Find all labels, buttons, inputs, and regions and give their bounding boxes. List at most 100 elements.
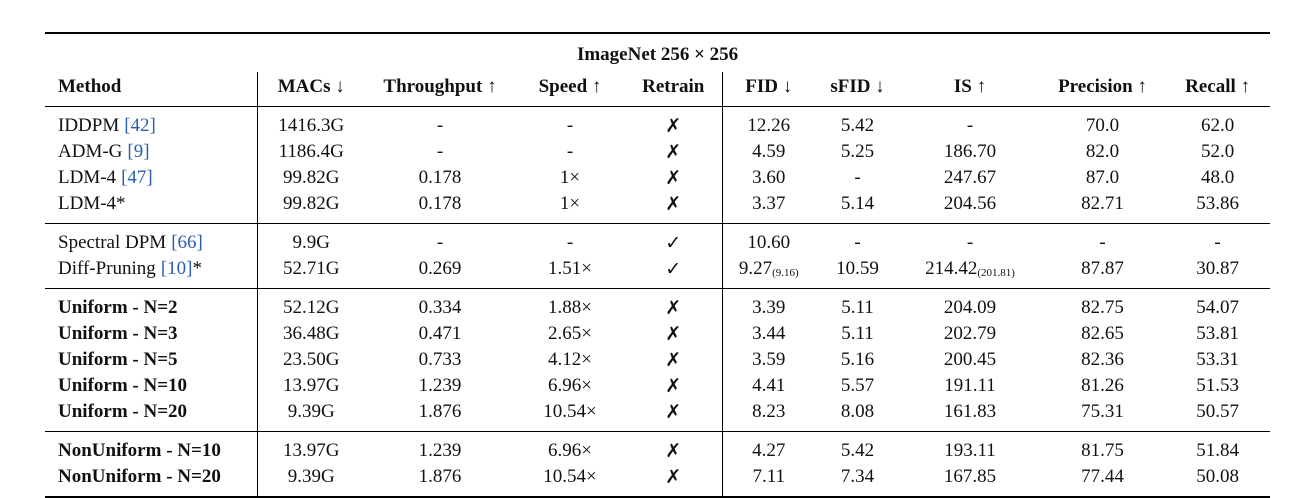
value-cell: 186.70 — [943, 141, 997, 162]
value-cell: 23.50G — [283, 349, 340, 370]
value-cell: - — [854, 232, 861, 253]
value-cell: ✓ — [625, 223, 723, 256]
value-cell: 5.42 — [840, 440, 875, 461]
value-cell: 7.11 — [752, 466, 786, 487]
value-cell: ✗ — [625, 165, 723, 191]
table-row: Uniform - N=2 52.12G 0.334 1.88× ✗ 3.39 5.11 20… — [45, 288, 1270, 321]
value-cell: 5.25 — [840, 141, 875, 162]
value-cell: 12.26 — [747, 115, 791, 136]
value-cell: 36.48G — [283, 323, 340, 344]
cell-subvalue: (9.16) — [772, 267, 799, 279]
value-cell: - — [966, 115, 974, 136]
value-cell: 48.0 — [1200, 167, 1235, 188]
method-name: Uniform - N=20 — [58, 401, 188, 422]
value-cell: 53.81 — [1196, 323, 1239, 344]
value-cell: 0.178 — [418, 167, 462, 188]
table-row: IDDPM [42] 1416.3G - - ✗ 12.26 5.42 - 70.0 62.0 — [45, 106, 1270, 139]
value-cell: 1× — [559, 193, 581, 214]
value-cell: ✗ — [625, 431, 723, 464]
value-cell: 4.12× — [548, 349, 592, 370]
cell-subvalue: (201.81) — [977, 267, 1015, 279]
column-header: Recall ↑ — [1165, 72, 1271, 107]
value-cell: 82.0 — [1085, 141, 1120, 162]
method-name: ADM-G — [58, 141, 123, 162]
table-row: Diff-Pruning [10]* 52.71G 0.269 1.51× ✓ 9.27(9… — [45, 256, 1270, 289]
value-cell: 51.53 — [1196, 375, 1239, 396]
row-group: Uniform - N=2 52.12G 0.334 1.88× ✗ 3.39 5.11 20… — [45, 288, 1271, 432]
table-row: NonUniform - N=10 13.97G 1.239 6.96× ✗ 4.27 5.… — [45, 431, 1270, 464]
value-cell: 3.59 — [752, 349, 786, 370]
value-cell: 52.71G — [283, 258, 340, 279]
value-cell: 1.876 — [418, 401, 462, 422]
value-cell: 247.67 — [943, 167, 997, 188]
method-cell: Uniform - N=5 — [45, 347, 258, 373]
value-cell: 75.31 — [1081, 401, 1124, 422]
method-name: IDDPM — [58, 115, 120, 136]
value-cell: 99.82G — [283, 167, 340, 188]
value-cell: 99.82G — [283, 193, 340, 214]
method-name: Uniform - N=2 — [58, 297, 178, 318]
method-name: Diff-Pruning — [58, 258, 156, 279]
value-cell: 8.23 — [752, 401, 786, 422]
value-cell: 1.51× — [548, 258, 592, 279]
value-cell: 5.42 — [840, 115, 875, 136]
value-cell: 161.83 — [943, 401, 997, 422]
value-cell: 53.86 — [1196, 193, 1239, 214]
value-cell: 191.11 — [944, 375, 996, 396]
method-cell: Uniform - N=3 — [45, 321, 258, 347]
table-row: Uniform - N=20 9.39G 1.876 10.54× ✗ 8.23 8.08 1… — [45, 399, 1270, 432]
value-cell: 13.97G — [283, 440, 340, 461]
value-cell: 1× — [559, 167, 581, 188]
method-cell: LDM-4 [47] — [45, 165, 258, 191]
value-cell: - — [436, 141, 444, 162]
value-cell: 82.71 — [1081, 193, 1124, 214]
column-header: Retrain — [625, 72, 723, 107]
value-cell: - — [966, 232, 974, 253]
value-cell: 9.39G — [287, 466, 335, 487]
table-row: Uniform - N=3 36.48G 0.471 2.65× ✗ 3.44 5.11 20… — [45, 321, 1270, 347]
value-cell: 30.87 — [1196, 258, 1239, 279]
cell-value: 9.27 — [738, 258, 773, 279]
value-cell: 4.41 — [752, 375, 786, 396]
method-name: Uniform - N=10 — [58, 375, 188, 396]
value-cell: 1416.3G — [278, 115, 345, 136]
value-cell: 82.65 — [1081, 323, 1124, 344]
method-cell: Uniform - N=2 — [45, 288, 258, 321]
value-cell: 3.44 — [752, 323, 786, 344]
column-header: Method — [45, 72, 258, 107]
value-cell: 2.65× — [548, 323, 592, 344]
column-header: Speed ↑ — [515, 72, 625, 107]
column-header: sFID ↓ — [815, 72, 900, 107]
value-cell: 0.733 — [418, 349, 462, 370]
value-cell: 77.44 — [1081, 466, 1124, 487]
column-header: Throughput ↑ — [365, 72, 515, 107]
table-row: Uniform - N=5 23.50G 0.733 4.12× ✗ 3.59 5.16 20… — [45, 347, 1270, 373]
value-cell: 1.876 — [418, 466, 462, 487]
value-cell: 6.96× — [548, 375, 592, 396]
value-cell: 200.45 — [943, 349, 997, 370]
value-cell: 54.07 — [1196, 297, 1239, 318]
value-cell: 87.87 — [1081, 258, 1124, 279]
value-cell: ✗ — [625, 373, 723, 399]
method-cell: Uniform - N=10 — [45, 373, 258, 399]
table-title: ImageNet 256 × 256 — [45, 32, 1271, 72]
value-cell: 50.08 — [1196, 466, 1239, 487]
value-cell: - — [436, 115, 444, 136]
value-cell: 52.12G — [283, 297, 340, 318]
value-cell: 10.54× — [543, 401, 597, 422]
value-cell: ✗ — [625, 139, 723, 165]
table-row: Uniform - N=10 13.97G 1.239 6.96× ✗ 4.41 5.57 1… — [45, 373, 1270, 399]
value-cell: 62.0 — [1200, 115, 1235, 136]
value-cell: 9.9G — [292, 232, 330, 253]
value-cell: ✗ — [625, 288, 723, 321]
citation: [47] — [121, 167, 153, 188]
value-cell: 193.11 — [944, 440, 996, 461]
value-cell: 3.37 — [752, 193, 786, 214]
method-name: NonUniform - N=20 — [58, 466, 221, 487]
column-header: IS ↑ — [900, 72, 1040, 107]
value-cell: 7.34 — [840, 466, 875, 487]
method-cell: LDM-4* — [45, 191, 258, 224]
value-cell: 52.0 — [1200, 141, 1235, 162]
column-header: FID ↓ — [722, 72, 815, 107]
value-cell: ✗ — [625, 106, 723, 139]
